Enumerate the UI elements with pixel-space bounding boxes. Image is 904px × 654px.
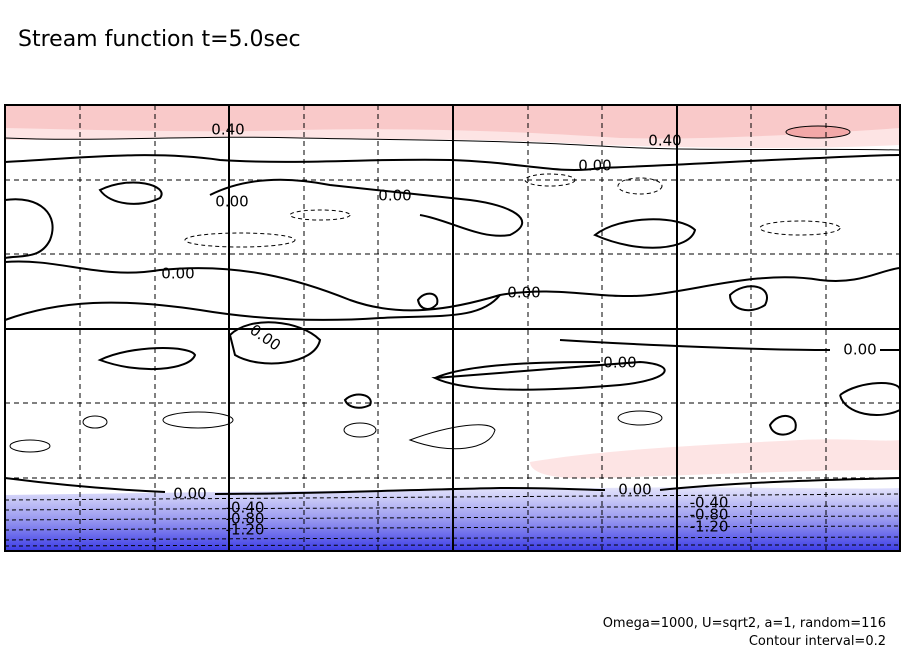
contour-label: 0.00 [843, 341, 876, 359]
contour-label: 0.00 [215, 193, 248, 211]
grid [4, 104, 901, 552]
contour-label: 0.00 [507, 284, 540, 302]
note: Contour interval=0.2 [749, 634, 886, 649]
contour-label: -1.20 [226, 521, 265, 539]
contour-label: 0.00 [378, 187, 411, 205]
contour-label: 0.00 [173, 485, 206, 503]
contour-label: 0.00 [603, 354, 636, 372]
contour-label: 0.40 [211, 121, 244, 139]
contour-label: 0.40 [648, 132, 681, 150]
contour-label: -0.80 [226, 510, 265, 528]
contour-label: 0.00 [618, 481, 651, 499]
contour-label: 0.00 [161, 265, 194, 283]
contour-label: -1.20 [690, 518, 729, 536]
note: Omega=1000, U=sqrt2, a=1, random=116 [603, 616, 886, 631]
contour-label: -0.40 [690, 494, 729, 512]
contour-label: 0.00 [578, 157, 611, 175]
contour-label: -0.80 [690, 506, 729, 524]
chart-title: Stream function t=5.0sec [18, 27, 301, 52]
contour-label: -0.40 [226, 499, 265, 517]
